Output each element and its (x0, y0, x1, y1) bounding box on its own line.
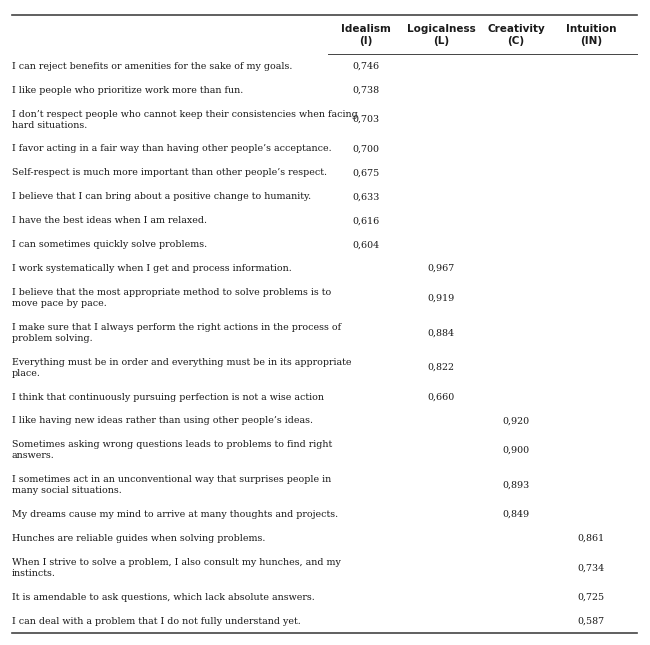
Text: My dreams cause my mind to arrive at many thoughts and projects.: My dreams cause my mind to arrive at man… (12, 510, 338, 519)
Text: 0,920: 0,920 (502, 417, 530, 426)
Text: Sometimes asking wrong questions leads to problems to find right
answers.: Sometimes asking wrong questions leads t… (12, 441, 332, 461)
Text: Idealism
(I): Idealism (I) (341, 23, 391, 46)
Text: Self-respect is much more important than other people’s respect.: Self-respect is much more important than… (12, 168, 326, 177)
Text: 0,746: 0,746 (352, 62, 380, 71)
Text: 0,967: 0,967 (427, 264, 454, 273)
Text: 0,604: 0,604 (352, 240, 380, 249)
Text: Intuition
(IN): Intuition (IN) (566, 23, 616, 46)
Text: 0,822: 0,822 (428, 363, 454, 372)
Text: 0,616: 0,616 (352, 216, 380, 225)
Text: I make sure that I always perform the right actions in the process of
problem so: I make sure that I always perform the ri… (12, 322, 341, 343)
Text: I can reject benefits or amenities for the sake of my goals.: I can reject benefits or amenities for t… (12, 62, 292, 71)
Text: 0,587: 0,587 (578, 617, 605, 626)
Text: I believe that I can bring about a positive change to humanity.: I believe that I can bring about a posit… (12, 192, 311, 201)
Text: 0,849: 0,849 (502, 510, 530, 519)
Text: Everything must be in order and everything must be in its appropriate
place.: Everything must be in order and everythi… (12, 357, 351, 378)
Text: 0,725: 0,725 (578, 593, 605, 602)
Text: It is amendable to ask questions, which lack absolute answers.: It is amendable to ask questions, which … (12, 593, 315, 602)
Text: 0,700: 0,700 (352, 144, 379, 154)
Text: I work systematically when I get and process information.: I work systematically when I get and pro… (12, 264, 291, 273)
Text: 0,734: 0,734 (578, 563, 605, 572)
Text: Logicalness
(L): Logicalness (L) (406, 23, 475, 46)
Text: I don’t respect people who cannot keep their consistencies when facing
hard situ: I don’t respect people who cannot keep t… (12, 110, 358, 130)
Text: I like having new ideas rather than using other people’s ideas.: I like having new ideas rather than usin… (12, 417, 313, 426)
Text: I favor acting in a fair way than having other people’s acceptance.: I favor acting in a fair way than having… (12, 144, 332, 154)
Text: 0,900: 0,900 (502, 446, 530, 455)
Text: I can sometimes quickly solve problems.: I can sometimes quickly solve problems. (12, 240, 207, 249)
Text: I think that continuously pursuing perfection is not a wise action: I think that continuously pursuing perfe… (12, 393, 324, 402)
Text: When I strive to solve a problem, I also consult my hunches, and my
instincts.: When I strive to solve a problem, I also… (12, 558, 341, 578)
Text: Creativity
(C): Creativity (C) (488, 23, 545, 46)
Text: 0,884: 0,884 (428, 328, 454, 337)
Text: Hunches are reliable guides when solving problems.: Hunches are reliable guides when solving… (12, 534, 265, 543)
Text: 0,703: 0,703 (352, 115, 380, 124)
Text: 0,893: 0,893 (502, 481, 530, 490)
Text: I can deal with a problem that I do not fully understand yet.: I can deal with a problem that I do not … (12, 617, 300, 626)
Text: I sometimes act in an unconventional way that surprises people in
many social si: I sometimes act in an unconventional way… (12, 475, 331, 495)
Text: 0,861: 0,861 (578, 534, 605, 543)
Text: 0,660: 0,660 (427, 393, 454, 402)
Text: I have the best ideas when I am relaxed.: I have the best ideas when I am relaxed. (12, 216, 207, 225)
Text: I like people who prioritize work more than fun.: I like people who prioritize work more t… (12, 86, 243, 95)
Text: 0,633: 0,633 (352, 192, 380, 201)
Text: I believe that the most appropriate method to solve problems is to
move pace by : I believe that the most appropriate meth… (12, 288, 331, 308)
Text: 0,675: 0,675 (352, 168, 380, 177)
Text: 0,738: 0,738 (352, 86, 380, 95)
Text: 0,919: 0,919 (427, 293, 454, 303)
